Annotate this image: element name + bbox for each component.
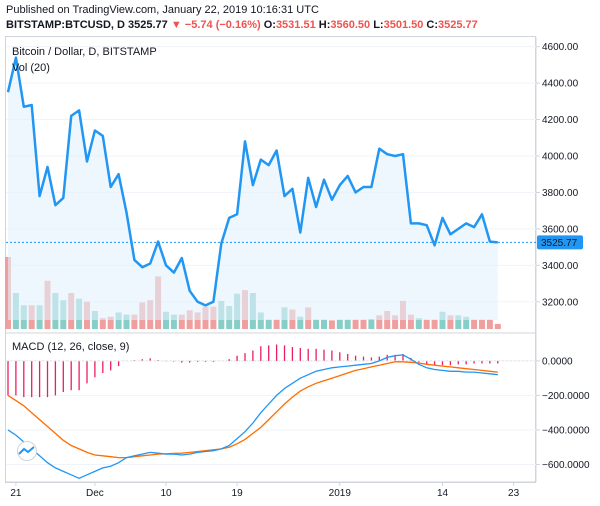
volume-bar — [328, 320, 335, 329]
macd-tick-label: −600.0000 — [542, 460, 590, 471]
volume-bar — [297, 316, 304, 329]
quote-line: BITSTAMP:BTCUSD, D 3525.77 ▼ −5.74 (−0.1… — [6, 19, 478, 31]
volume-bar — [123, 314, 130, 329]
volume-bar — [471, 319, 478, 329]
time-tick-label: 2019 — [329, 488, 352, 499]
volume-bar — [368, 318, 375, 329]
volume-bar — [447, 315, 454, 329]
time-tick-label: 21 — [10, 488, 22, 499]
time-tick-label: Dec — [86, 488, 104, 499]
volume-bar — [321, 319, 327, 329]
price-line[interactable] — [6, 56, 498, 307]
price-tick-label: 4200.00 — [542, 115, 579, 126]
volume-bar — [494, 323, 501, 329]
tradingview-logo-icon[interactable] — [14, 441, 40, 461]
time-tick-label: 19 — [232, 488, 244, 499]
volume-bar — [431, 319, 438, 329]
volume-bar — [265, 319, 272, 329]
volume-bar — [352, 319, 359, 329]
price-tick-label: 3200.00 — [542, 297, 579, 308]
low-label: L: — [373, 19, 384, 31]
price-area — [8, 57, 498, 320]
volume-bar — [194, 312, 201, 329]
volume-bar — [415, 318, 422, 329]
price-tick-label: 4400.00 — [542, 79, 579, 90]
volume-bar — [131, 314, 138, 329]
macd-tick-label: 0.0000 — [542, 356, 573, 367]
volume-bar — [313, 319, 320, 329]
badge-box — [537, 235, 583, 250]
price-pane-title: Bitcoin / Dollar, D, BITSTAMP — [12, 46, 157, 58]
badge-text: 3525.77 — [541, 238, 578, 249]
volume-bar — [115, 312, 122, 329]
change-value: ▼ −5.74 (−0.16%) — [170, 19, 261, 31]
symbol-label: BITSTAMP:BTCUSD, D — [6, 19, 125, 31]
volume-bar — [407, 314, 414, 329]
macd-pane-title: MACD (12, 26, close, 9) — [12, 341, 129, 353]
volume-bar — [170, 314, 177, 329]
time-tick-label: 23 — [508, 488, 520, 499]
volume-bar — [423, 319, 430, 329]
price-tick-label: 3800.00 — [542, 188, 579, 199]
volume-bar — [336, 319, 343, 329]
price-tick-label: 3400.00 — [542, 261, 579, 272]
published-line: Published on TradingView.com, January 22… — [6, 4, 319, 16]
volume-bar — [257, 312, 264, 329]
time-tick-label: 14 — [437, 488, 449, 499]
time-tick-label: 10 — [160, 488, 172, 499]
signal-line[interactable] — [7, 361, 498, 459]
volume-label: Vol (20) — [12, 62, 50, 74]
high-value: 3560.50 — [330, 19, 371, 31]
last-price: 3525.77 — [128, 19, 168, 31]
volume-bar — [455, 315, 462, 329]
volume-bar — [273, 319, 280, 329]
volume-bar — [486, 319, 493, 329]
close-label: C: — [426, 19, 439, 31]
open-label: O: — [263, 19, 276, 31]
volume-bar — [479, 319, 485, 329]
volume-bar — [178, 314, 185, 329]
volume-bar — [99, 318, 106, 329]
macd-tick-label: −400.0000 — [542, 425, 590, 436]
macd-line[interactable] — [7, 354, 498, 480]
time-axis[interactable]: 21 Dec 10 19 2019 14 23 — [10, 482, 520, 499]
price-tick-label: 3600.00 — [542, 224, 579, 235]
last-price-badge: 3525.77 — [537, 235, 583, 250]
volume-bar — [344, 319, 351, 329]
price-tick-label: 4000.00 — [542, 151, 579, 162]
volume-bar — [376, 315, 383, 329]
price-tick-label: 4600.00 — [542, 42, 579, 53]
high-label: H: — [318, 19, 331, 31]
volume-bar — [463, 316, 470, 329]
open-value: 3531.51 — [275, 19, 316, 31]
volume-bar — [439, 311, 446, 329]
volume-bar — [107, 316, 114, 329]
volume-bar — [392, 315, 399, 329]
close-value: 3525.77 — [438, 19, 478, 31]
macd-tick-label: −200.0000 — [542, 391, 590, 402]
volume-bar — [360, 319, 367, 329]
low-value: 3501.50 — [383, 19, 424, 31]
volume-bar — [163, 311, 169, 329]
macd-y-axis[interactable]: 0.0000 −200.0000 −400.0000 −600.0000 — [6, 356, 590, 471]
